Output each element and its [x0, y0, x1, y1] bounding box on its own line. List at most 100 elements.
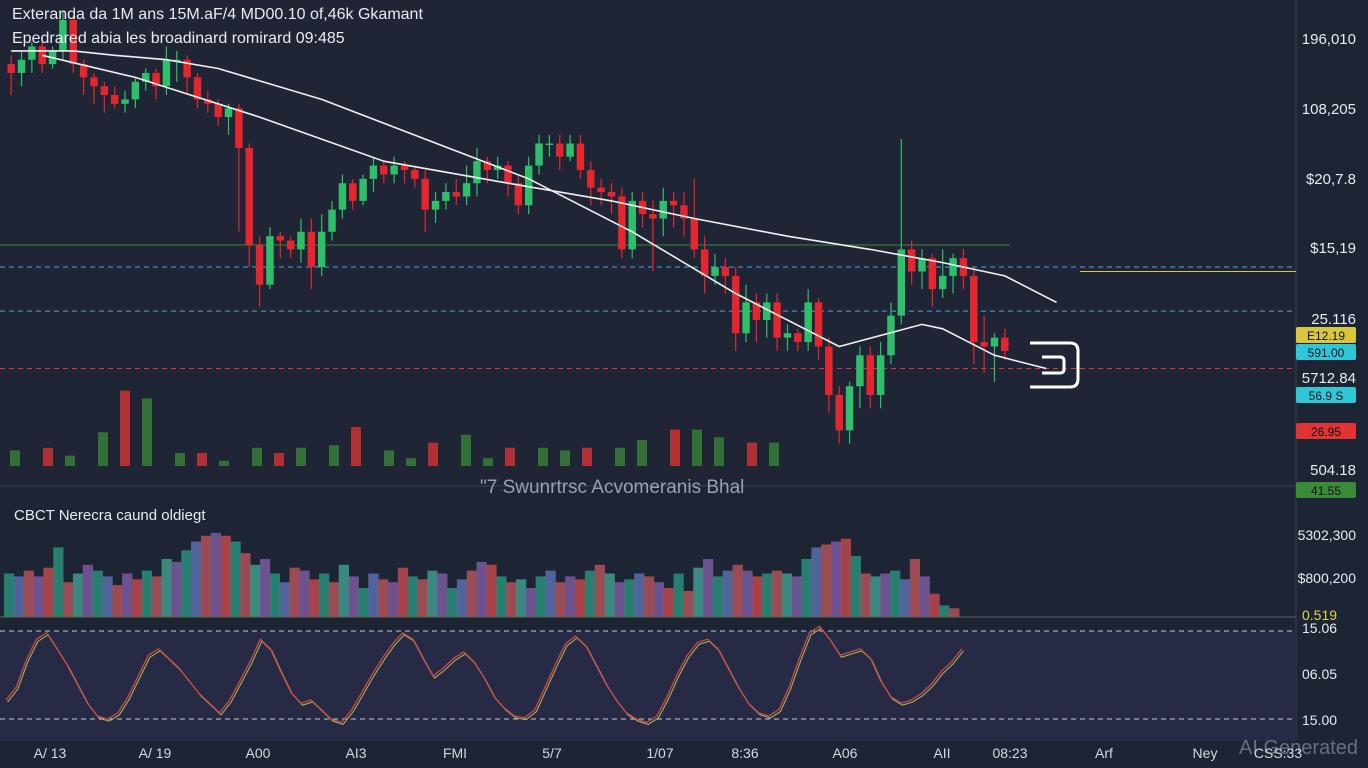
volume-bar	[72, 573, 84, 617]
volume-bar	[762, 573, 773, 617]
candle-body	[380, 165, 388, 175]
volume-bar	[82, 564, 94, 617]
candle-body	[297, 231, 305, 250]
volume-bar	[437, 573, 448, 617]
candle-body	[152, 72, 160, 87]
bracket-marker[interactable]	[1030, 341, 1080, 389]
time-axis-tick: AI3	[345, 745, 366, 761]
volume-bar	[870, 576, 881, 617]
volume-bar	[13, 576, 25, 617]
right-axis-bg	[1296, 0, 1368, 768]
candle-body	[866, 355, 874, 395]
price-axis-tick: 108,205	[1302, 101, 1356, 118]
price-volume-bar	[560, 450, 570, 466]
volume-bar	[191, 541, 202, 617]
volume-bar	[328, 582, 340, 617]
volume-bar	[850, 556, 861, 617]
moving-averages	[11, 50, 1057, 370]
candle-body	[28, 46, 36, 60]
volume-bar	[348, 576, 359, 617]
volume-bar	[397, 567, 409, 617]
candle-body	[773, 302, 781, 338]
price-axis-tick: 196,010	[1302, 31, 1356, 48]
candle-body	[845, 386, 854, 431]
time-axis-tick: FMI	[443, 745, 467, 761]
candle-body	[794, 333, 802, 343]
price-volume-bar	[747, 442, 757, 466]
price-axis-tick: 504.18	[1310, 462, 1356, 479]
candle-body	[462, 183, 471, 197]
candle-body	[390, 165, 398, 175]
candle-body	[328, 209, 336, 232]
candle-body	[369, 165, 378, 179]
candle-body	[524, 165, 533, 206]
candle-body	[286, 240, 295, 250]
price-volume-bar	[175, 453, 185, 466]
candle-body	[711, 267, 719, 276]
volume-bar	[131, 579, 143, 617]
volume-bar	[92, 570, 103, 617]
sma-long-line	[42, 54, 1057, 304]
candle-body	[431, 200, 440, 210]
volume-bar	[269, 573, 281, 617]
volume-bar	[831, 541, 842, 617]
volume-bar	[486, 564, 497, 617]
volume-bar	[801, 559, 812, 617]
volume-bar	[515, 579, 527, 617]
price-axis-tick: 25.116	[1311, 311, 1356, 328]
time-axis-tick: CSS:33	[1254, 745, 1302, 761]
price-volume-bar	[428, 442, 438, 466]
volume-bar	[732, 564, 743, 617]
candlestick-series	[7, 11, 1009, 444]
price-tag-label: E12.19	[1307, 329, 1345, 343]
volume-bar	[575, 579, 586, 617]
volume-bar	[43, 567, 54, 617]
candle-body	[442, 192, 450, 201]
price-volume-bar	[43, 447, 53, 466]
candle-body	[752, 302, 761, 320]
candle-body	[400, 165, 409, 170]
price-volume-bar	[98, 432, 108, 466]
volume-bar	[663, 588, 674, 617]
candle-body	[618, 196, 626, 250]
candle-body	[814, 302, 823, 347]
volume-bar	[387, 582, 399, 617]
price-volume-bar	[461, 434, 471, 466]
volume-bar	[781, 573, 793, 617]
candle-body	[628, 200, 636, 250]
candle-body	[887, 315, 895, 356]
price-volume-bar	[329, 445, 339, 466]
volume-bar	[299, 570, 310, 617]
candle-body	[183, 59, 191, 78]
candle-body	[193, 77, 202, 100]
price-tag-bg	[1296, 482, 1356, 498]
volume-bar	[742, 570, 753, 617]
candle-body	[700, 249, 709, 276]
candle-body	[876, 355, 885, 395]
volume-bar	[181, 550, 192, 617]
price-volume-bar	[538, 447, 548, 466]
volume-bar	[880, 573, 891, 617]
volume-bar	[476, 561, 487, 617]
price-volume-bar	[670, 429, 680, 466]
price-volume-bar	[219, 460, 229, 466]
volume-bar	[624, 579, 635, 617]
volume-bar	[122, 573, 133, 617]
volume-bar	[860, 573, 871, 617]
volume-bar	[929, 593, 940, 617]
price-tag-label: 26.95	[1311, 425, 1341, 439]
volume-bar	[712, 576, 724, 617]
candle-body	[255, 245, 264, 285]
price-volume-bar	[296, 447, 306, 466]
volume-bar	[240, 553, 251, 617]
candle-body	[938, 275, 947, 290]
volume-bar	[791, 576, 802, 617]
volume-bar	[545, 570, 556, 617]
volume-bar	[653, 582, 665, 617]
candle-body	[804, 302, 812, 343]
oscillator-line	[5, 625, 963, 724]
price-tag-bg	[1296, 344, 1356, 360]
candle-body	[235, 108, 243, 148]
volume-bar	[949, 608, 960, 617]
